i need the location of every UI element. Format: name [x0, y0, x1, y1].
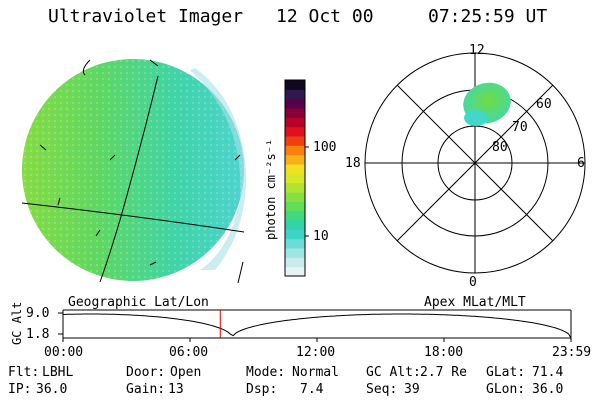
ip-value: 36.0 [36, 382, 68, 397]
flt-value: LBHL [42, 365, 74, 380]
colorbar-segment [285, 220, 305, 230]
ip-label: IP: [8, 382, 32, 397]
colorbar-segment [285, 117, 305, 128]
lat-label-60: 60 [536, 97, 552, 112]
earth-disk-image [22, 59, 247, 281]
colorbar-segment [285, 266, 305, 277]
color-bar [284, 79, 309, 277]
gain-label: Gain: [126, 382, 166, 397]
xtick-0600: 06:00 [169, 345, 209, 360]
colorbar-title: photon cm⁻²s⁻¹ [264, 138, 278, 240]
time-label: 07:25:59 UT [428, 6, 548, 27]
polar-plot [364, 52, 586, 274]
seq-label: Seq: [366, 382, 398, 397]
altitude-curve [62, 313, 572, 339]
mlt-label-18: 18 [345, 156, 361, 171]
glat-value: 71.4 [532, 365, 564, 380]
xtick-0000: 00:00 [44, 345, 84, 360]
xtick-1200: 12:00 [296, 345, 336, 360]
mlt-label-6: 6 [577, 156, 585, 171]
colorbar-segment [285, 173, 305, 184]
altitude-chart [58, 309, 572, 342]
colorbar-segment [285, 98, 305, 109]
mlt-label-0: 0 [469, 275, 477, 290]
alt-axis-label: GC Alt [10, 301, 24, 345]
gcalt-label: GC Alt: [366, 365, 421, 380]
glon-label: GLon: [486, 382, 526, 397]
colorbar-segment [285, 145, 305, 156]
colorbar-segment [285, 136, 305, 146]
colorbar-segment [285, 201, 305, 212]
colorbar-border [284, 79, 306, 277]
mlt-label-12: 12 [469, 43, 485, 58]
colorbar-tick-10: 10 [313, 229, 329, 244]
colorbar-segment [285, 248, 305, 258]
seq-value: 39 [404, 382, 420, 397]
colorbar-segment [285, 210, 305, 221]
colorbar-segment [285, 182, 305, 193]
alt-ytick-1.8: 1.8 [26, 327, 50, 342]
colorbar-segment [285, 192, 305, 202]
colorbar-segment [285, 154, 305, 165]
colorbar-segment [285, 80, 305, 90]
instrument-title: Ultraviolet Imager [48, 6, 244, 27]
colorbar-segment [285, 108, 305, 118]
gain-value: 13 [168, 382, 184, 397]
lat-label-70: 70 [512, 120, 528, 135]
dsp-label: Dsp: [246, 382, 278, 397]
dsp-value: 7.4 [300, 382, 324, 397]
xtick-1800: 18:00 [424, 345, 464, 360]
xtick-2359: 23:59 [552, 345, 592, 360]
colorbar-segment [285, 257, 305, 268]
apex-label: Apex MLat/MLT [424, 295, 526, 310]
glon-value: 36.0 [532, 382, 564, 397]
colorbar-tick-100: 100 [313, 140, 337, 155]
date-label: 12 Oct 00 [276, 6, 374, 27]
alt-ytick-9: 9.0 [26, 306, 50, 321]
gcalt-value: 2.7 Re [420, 365, 467, 380]
colorbar-segment [285, 229, 305, 240]
geographic-grid [21, 59, 245, 284]
colorbar-segment [285, 89, 305, 100]
colorbar-segment [285, 238, 305, 249]
lat-label-80: 80 [492, 140, 508, 155]
mode-label: Mode: [246, 365, 286, 380]
door-value: Open [170, 365, 202, 380]
geographic-label: Geographic Lat/Lon [68, 295, 209, 310]
door-label: Door: [126, 365, 166, 380]
mode-value: Normal [292, 365, 339, 380]
auroral-oval-image [463, 82, 511, 126]
glat-label: GLat: [486, 365, 526, 380]
flt-label: Flt: [8, 365, 40, 380]
colorbar-segment [285, 164, 305, 174]
colorbar-segment [285, 126, 305, 137]
